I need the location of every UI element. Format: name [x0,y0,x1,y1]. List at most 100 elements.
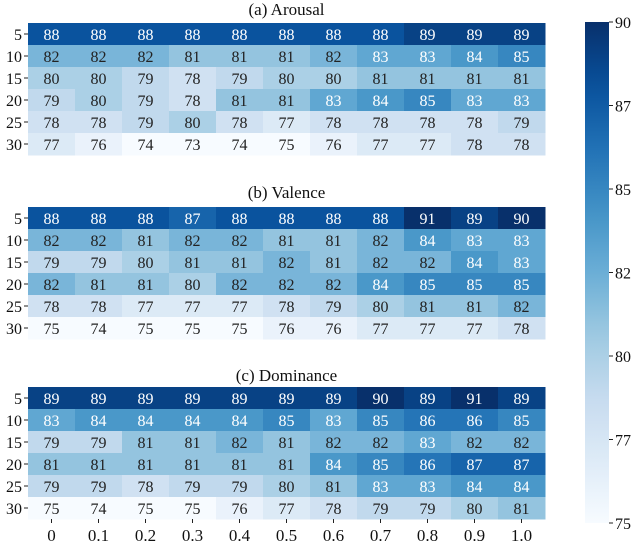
cell-value-label: 78 [373,115,389,132]
heatmap-cell [263,133,311,156]
heatmap-cell [404,409,452,432]
cell-value-label: 82 [373,233,389,250]
heatmap-cell [404,111,452,134]
cell-value-label: 78 [185,71,201,88]
cell-value-label: 81 [326,479,342,496]
heatmap-cell [357,111,405,134]
cell-value-label: 89 [420,391,436,408]
heatmap-cell [122,409,170,432]
heatmap-cell [216,273,264,296]
heatmap-cell [216,497,264,520]
heatmap-cell [28,67,76,90]
cell-value-label: 91 [467,391,483,408]
cell-value-label: 79 [232,71,248,88]
heatmap-cell [263,273,311,296]
heatmap-cell [451,89,499,112]
heatmap-cell [263,453,311,476]
cell-value-label: 78 [420,115,436,132]
cell-value-label: 81 [232,93,248,110]
cell-value-label: 79 [373,501,389,518]
heatmap-cell [169,497,217,520]
heatmap-cell [404,431,452,454]
cell-value-label: 83 [326,93,342,110]
heatmap-cell [28,229,76,252]
heatmap-cell [263,387,311,410]
cell-value-label: 80 [185,277,201,294]
heatmap-cell [451,475,499,498]
cell-value-label: 77 [44,137,60,154]
cell-value-label: 80 [91,93,107,110]
heatmap-cell [122,273,170,296]
cell-value-label: 82 [185,233,201,250]
heatmap-cell [357,409,405,432]
heatmap-cell [404,497,452,520]
cell-value-label: 81 [373,71,389,88]
cell-value-label: 81 [279,457,295,474]
cell-value-label: 84 [420,233,436,250]
heatmap-cell [357,229,405,252]
heatmap-cell [122,497,170,520]
heatmap-cell [263,431,311,454]
cell-value-label: 82 [514,435,530,452]
heatmap-cell [451,133,499,156]
cell-value-label: 84 [467,479,483,496]
cell-value-label: 82 [232,233,248,250]
y-tick-label: 30 [6,501,22,518]
cell-value-label: 89 [91,391,107,408]
cell-value-label: 88 [44,27,60,44]
heatmap-cell [310,207,358,230]
cell-value-label: 84 [373,93,389,110]
heatmap-cell [263,497,311,520]
heatmap-cell [357,431,405,454]
heatmap-cell [216,409,264,432]
heatmap-cell [169,431,217,454]
cell-value-label: 79 [232,479,248,496]
y-tick-label: 5 [14,27,22,44]
cell-value-label: 76 [326,321,342,338]
panel-title: (c) Dominance [236,366,337,385]
cell-value-label: 88 [279,27,295,44]
cell-value-label: 90 [514,211,530,228]
cell-value-label: 75 [138,501,154,518]
heatmap-cell [263,229,311,252]
cell-value-label: 89 [185,391,201,408]
cell-value-label: 88 [91,27,107,44]
heatmap-cell [169,317,217,340]
heatmap-cell [122,431,170,454]
heatmap-cell [75,453,123,476]
cell-value-label: 81 [232,49,248,66]
cell-value-label: 81 [420,299,436,316]
y-tick-label: 10 [6,49,22,66]
cell-value-label: 88 [326,211,342,228]
heatmap-cell [122,89,170,112]
heatmap-cell [310,273,358,296]
cell-value-label: 79 [44,479,60,496]
cell-value-label: 83 [44,413,60,430]
heatmap-cell [28,317,76,340]
heatmap-cell [75,89,123,112]
cell-value-label: 82 [44,277,60,294]
cell-value-label: 79 [91,255,107,272]
heatmap-cell [310,497,358,520]
cell-value-label: 79 [185,479,201,496]
cell-value-label: 85 [467,277,483,294]
heatmap-cell [498,317,546,340]
heatmap-cell [169,409,217,432]
heatmap-cell [498,453,546,476]
heatmap-cell [404,251,452,274]
cell-value-label: 81 [44,457,60,474]
y-tick-label: 20 [6,457,22,474]
heatmap-cell [404,475,452,498]
cell-value-label: 83 [467,93,483,110]
cell-value-label: 81 [232,457,248,474]
cell-value-label: 88 [279,211,295,228]
heatmap-cell [216,111,264,134]
cell-value-label: 82 [514,299,530,316]
cell-value-label: 79 [420,501,436,518]
heatmap-cell [451,431,499,454]
heatmap-cell [498,475,546,498]
heatmap-cell [263,23,311,46]
heatmap-cell [451,23,499,46]
heatmap-cell [216,23,264,46]
